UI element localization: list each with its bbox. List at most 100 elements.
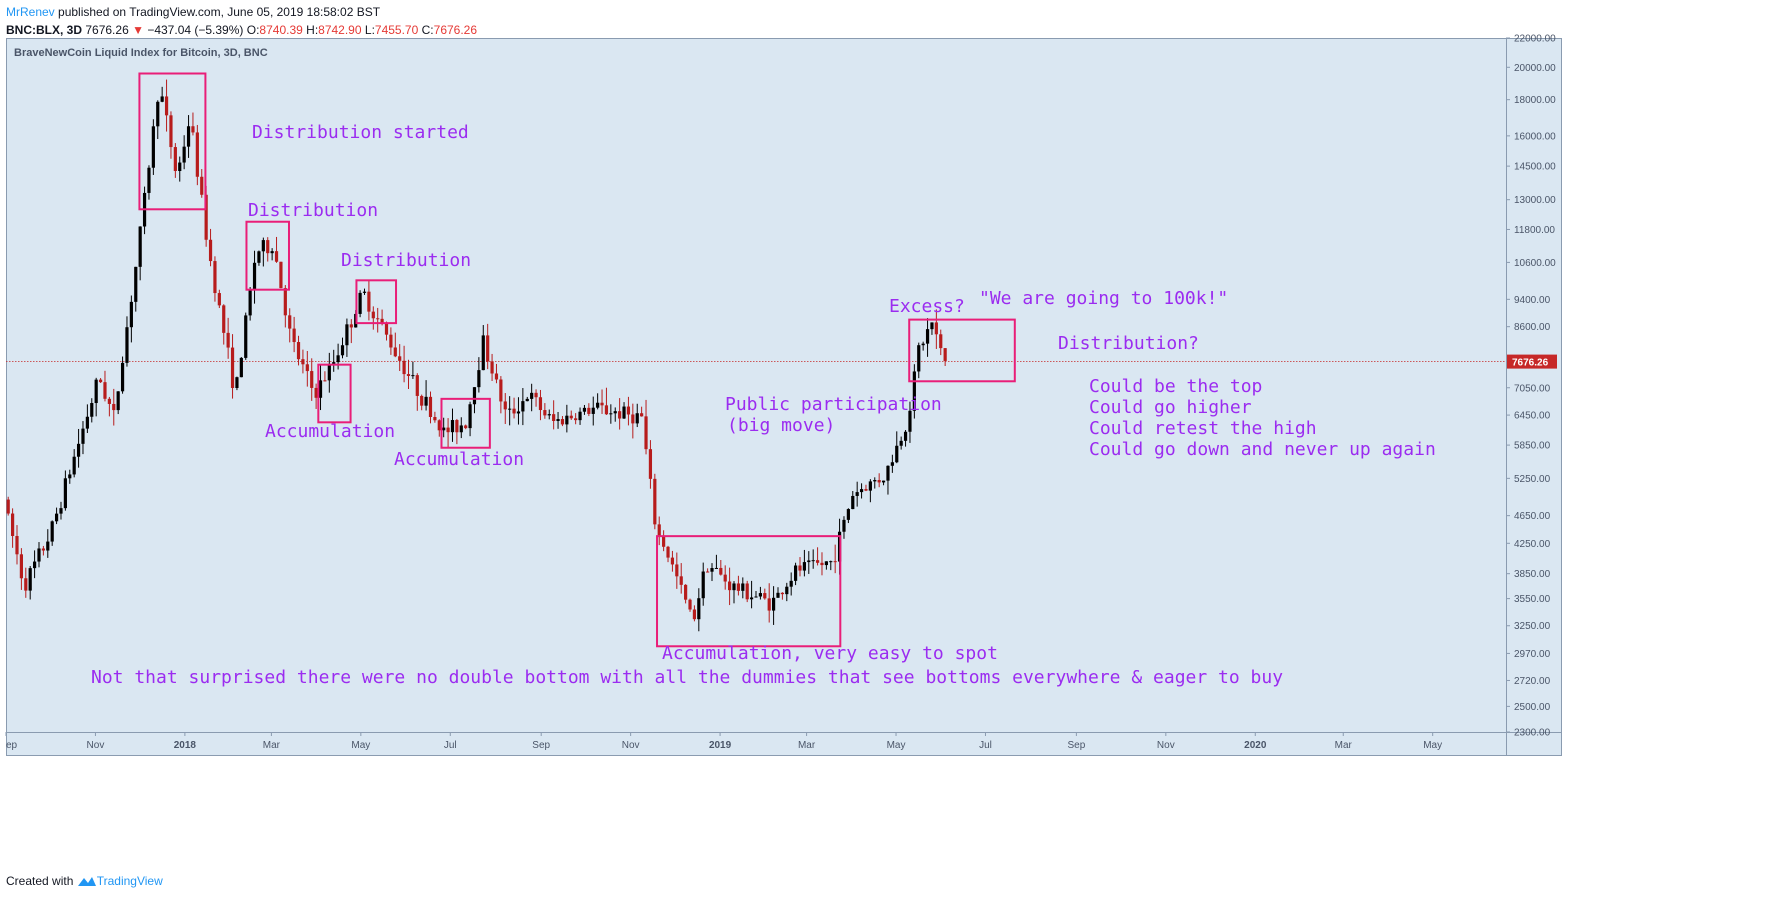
candle-body (736, 583, 741, 591)
candle-body (380, 318, 384, 324)
candle-body (125, 327, 129, 363)
candle-body (371, 311, 375, 319)
y-tick-label: 20000.00 (1514, 63, 1556, 74)
candle-body (626, 406, 631, 415)
candle-body (358, 292, 362, 314)
annotation-text: Accumulation, very easy to spot (662, 643, 998, 664)
candle-body (191, 126, 195, 133)
candle-body (244, 315, 248, 358)
candle-body (420, 395, 424, 406)
annotation-text: Accumulation (265, 421, 395, 442)
candle-body (824, 561, 828, 566)
candle-body (877, 480, 881, 483)
y-tick-label: 8600.00 (1514, 322, 1551, 333)
open-label: O: (246, 23, 260, 37)
candle-body (767, 598, 771, 611)
price-axis[interactable] (1506, 38, 1562, 732)
candle-body (279, 261, 283, 289)
candle-body (868, 481, 872, 491)
time-axis[interactable] (6, 732, 1562, 756)
y-tick-label: 7050.00 (1514, 383, 1551, 394)
candle-body (706, 571, 710, 573)
annotation-text: Could go higher (1089, 397, 1252, 418)
candle-body (697, 598, 701, 620)
candle-body (252, 262, 257, 290)
plot-area[interactable] (6, 38, 1506, 732)
candle-body (494, 373, 499, 380)
candle-body (230, 347, 235, 388)
candle-body (129, 301, 133, 328)
candle-body (41, 548, 45, 551)
candle-body (534, 392, 538, 398)
annotation-text: Excess? (889, 296, 965, 317)
candle-body (899, 440, 903, 446)
candle-body (512, 408, 516, 414)
y-tick-label: 16000.00 (1514, 131, 1556, 142)
candle-body (820, 562, 824, 566)
candle-body (50, 521, 54, 542)
candle-body (490, 361, 494, 374)
highlight-box (908, 318, 1016, 383)
candle-body (732, 583, 736, 591)
candle-body (235, 377, 239, 388)
candle-body (890, 462, 894, 466)
ohlc-line: BNC:BLX, 3D 7676.26 ▼ −437.04 (−5.39%) O… (6, 22, 477, 38)
candle-body (657, 524, 661, 537)
candle-body (917, 345, 921, 372)
candle-body (596, 402, 600, 408)
high-label: H: (306, 23, 319, 37)
candle-body (842, 519, 846, 532)
candle-body (648, 449, 653, 479)
candle-body (560, 419, 565, 425)
candle-body (204, 194, 208, 240)
candle-body (939, 334, 943, 349)
current-price-label: 7676.26 (1512, 358, 1549, 369)
candle-body (934, 322, 938, 335)
candle-body (46, 541, 50, 551)
footer: Created with TradingView (6, 874, 163, 888)
x-tick-label: 2020 (1244, 740, 1267, 751)
candle-body (569, 415, 573, 419)
candle-body (802, 562, 806, 571)
candle-body (283, 288, 287, 316)
y-tick-label: 9400.00 (1514, 295, 1551, 306)
candle-body (323, 380, 327, 382)
annotation-text: Distribution (248, 200, 378, 221)
candle-body (618, 411, 622, 419)
candle-body (59, 508, 63, 514)
chart-header: MrRenev published on TradingView.com, Ju… (6, 4, 477, 37)
annotation-text: Could go down and never up again (1089, 439, 1436, 460)
candle-body (925, 329, 930, 344)
candle-body (94, 379, 98, 404)
candle-body (274, 251, 279, 262)
candle-body (679, 576, 683, 585)
candle-body (556, 419, 560, 421)
y-tick-label: 13000.00 (1514, 195, 1556, 206)
candle-body (881, 480, 886, 483)
annotation-text: Distribution? (1058, 333, 1199, 354)
candle-body (701, 571, 705, 599)
y-tick-label: 5250.00 (1514, 474, 1551, 485)
author-link[interactable]: MrRenev (6, 5, 55, 19)
candle-body (508, 408, 512, 410)
candle-body (521, 401, 525, 412)
candle-body (160, 96, 164, 102)
candle-body (292, 328, 296, 343)
candle-body (635, 413, 639, 424)
candle-body (217, 293, 221, 306)
x-tick-label: Jul (979, 740, 992, 751)
tradingview-link[interactable]: TradingView (96, 874, 163, 888)
candle-body (499, 379, 503, 402)
candle-body (688, 599, 692, 610)
y-tick-label: 22000.00 (1514, 34, 1556, 45)
candle-body (653, 478, 657, 525)
x-tick-label: Mar (1335, 740, 1353, 751)
candle-body (864, 489, 868, 491)
y-tick-label: 5850.00 (1514, 441, 1551, 452)
candle-body (798, 565, 802, 571)
candle-body (481, 335, 485, 371)
candle-body (895, 445, 899, 463)
candle-body (266, 240, 270, 254)
highlight-box (355, 279, 398, 325)
